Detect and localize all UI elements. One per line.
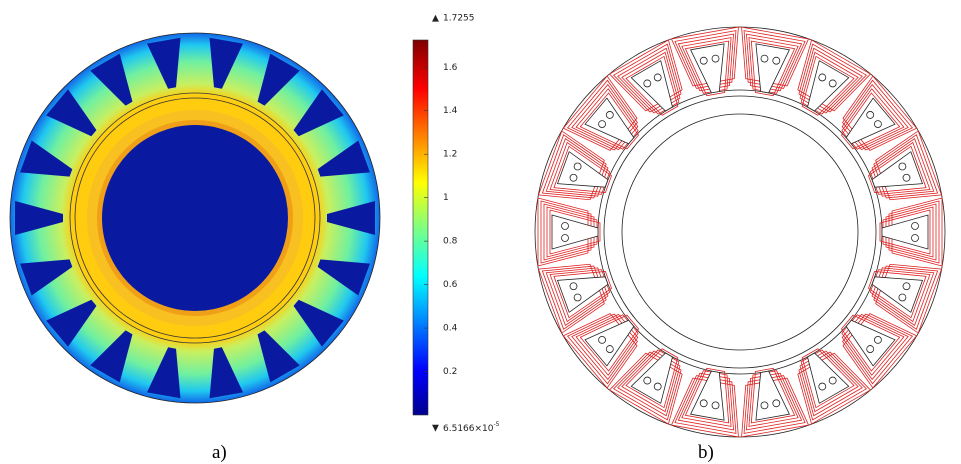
conductor	[819, 74, 826, 81]
conductor	[599, 121, 606, 128]
conductor	[761, 55, 768, 62]
conductor	[654, 74, 661, 81]
conductor	[599, 336, 606, 343]
conductor	[829, 80, 836, 87]
conductor	[899, 294, 906, 301]
conductor	[712, 402, 719, 409]
conductor	[867, 346, 874, 353]
conductor	[606, 111, 613, 118]
colorbar-tick-label: 0.8	[443, 237, 458, 247]
colorbar-tick-label: 0.2	[443, 367, 457, 377]
conductor	[700, 400, 707, 407]
conductor	[773, 400, 780, 407]
figure: ▲ 1.7255 ▼ 6.5166×10-5 a) b) 0.2 0.4 0.6 0.…	[0, 0, 961, 464]
rotor-outline	[622, 114, 858, 350]
colorbar-max: 1.7255	[443, 14, 475, 24]
colorbar-tick-label: 1.2	[443, 150, 457, 160]
rotor-core	[102, 125, 288, 311]
min-marker: ▼	[432, 424, 439, 434]
colorbar-tick-label: 1.4	[443, 106, 458, 116]
conductor	[570, 283, 577, 290]
max-marker: ▲	[432, 14, 439, 24]
conductor	[761, 402, 768, 409]
conductor	[570, 174, 577, 181]
conductor	[644, 377, 651, 384]
conductor	[700, 57, 707, 64]
colorbar-tick-label: 1	[443, 193, 449, 203]
airgap-line	[598, 90, 882, 374]
panel-b	[535, 27, 945, 437]
conductor	[874, 121, 881, 128]
conductor	[819, 383, 826, 390]
panel-label: a)	[212, 442, 227, 463]
conductor	[912, 223, 919, 230]
colorbar-tick-label: 0.6	[443, 280, 458, 290]
panel-label: b)	[698, 442, 714, 463]
conductor	[644, 80, 651, 87]
conductor	[712, 55, 719, 62]
conductor	[562, 235, 569, 242]
conductor	[867, 111, 874, 118]
panel-a	[10, 33, 380, 403]
airgap-line	[604, 96, 876, 368]
conductor	[899, 163, 906, 170]
conductor	[874, 336, 881, 343]
conductor	[773, 57, 780, 64]
colorbar-min: 6.5166×10-5	[443, 421, 500, 434]
conductor	[606, 346, 613, 353]
conductor	[912, 235, 919, 242]
colorbar	[413, 40, 428, 415]
conductor	[654, 383, 661, 390]
conductor	[574, 294, 581, 301]
colorbar-tick-label: 0.4	[443, 324, 458, 334]
conductor	[829, 377, 836, 384]
colorbar-tick-label: 1.6	[443, 63, 458, 73]
conductor	[903, 283, 910, 290]
conductor	[574, 163, 581, 170]
conductor	[562, 223, 569, 230]
conductor	[903, 174, 910, 181]
